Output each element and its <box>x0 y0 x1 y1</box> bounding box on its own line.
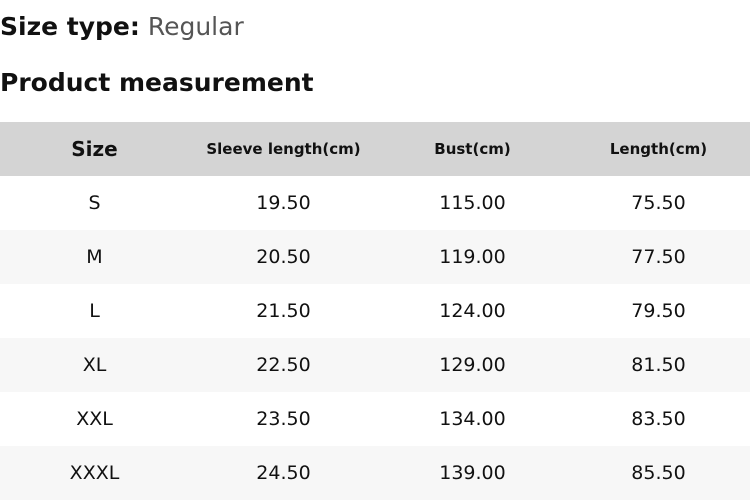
cell-size: XXXL <box>0 446 189 500</box>
cell-sleeve: 24.50 <box>189 446 378 500</box>
cell-sleeve: 20.50 <box>189 230 378 284</box>
cell-length: 79.50 <box>631 300 686 322</box>
cell-length: 81.50 <box>567 338 750 392</box>
cell-length: 83.50 <box>631 408 686 430</box>
size-type-value: Regular <box>147 12 244 41</box>
cell-sleeve: 22.50 <box>189 338 378 392</box>
table-row: XXL 23.50 134.00 83.50 <box>0 392 750 446</box>
cell-length: 77.50 <box>567 230 750 284</box>
cell-bust: 129.00 <box>378 338 567 392</box>
cell-bust: 119.00 <box>378 230 567 284</box>
cell-size: L <box>89 300 100 322</box>
cell-sleeve: 19.50 <box>256 192 311 214</box>
cell-size: S <box>88 192 101 214</box>
table-row: XL 22.50 129.00 81.50 <box>0 338 750 392</box>
cell-bust: 124.00 <box>439 300 506 322</box>
header-length: Length(cm) <box>567 122 750 176</box>
cell-length: 75.50 <box>631 192 686 214</box>
header-sleeve: Sleeve length(cm) <box>189 122 378 176</box>
table-row: S 19.50 115.00 75.50 <box>0 176 750 230</box>
cell-bust: 115.00 <box>439 192 506 214</box>
cell-sleeve: 21.50 <box>256 300 311 322</box>
cell-length: 85.50 <box>567 446 750 500</box>
header-size: Size <box>0 122 189 176</box>
table-row: M 20.50 119.00 77.50 <box>0 230 750 284</box>
size-type: Size type: Regular <box>0 12 244 41</box>
cell-bust: 139.00 <box>378 446 567 500</box>
section-title: Product measurement <box>0 68 314 97</box>
cell-bust: 134.00 <box>439 408 506 430</box>
table-row: XXXL 24.50 139.00 85.50 <box>0 446 750 500</box>
table-row: L 21.50 124.00 79.50 <box>0 284 750 338</box>
cell-sleeve: 23.50 <box>256 408 311 430</box>
measurement-table: Size Sleeve length(cm) Bust(cm) Length(c… <box>0 122 750 500</box>
size-type-label: Size type: <box>0 12 140 41</box>
cell-size: M <box>0 230 189 284</box>
header-row: Size Sleeve length(cm) Bust(cm) Length(c… <box>0 122 750 176</box>
header-bust: Bust(cm) <box>378 122 567 176</box>
cell-size: XXL <box>76 408 113 430</box>
cell-size: XL <box>0 338 189 392</box>
